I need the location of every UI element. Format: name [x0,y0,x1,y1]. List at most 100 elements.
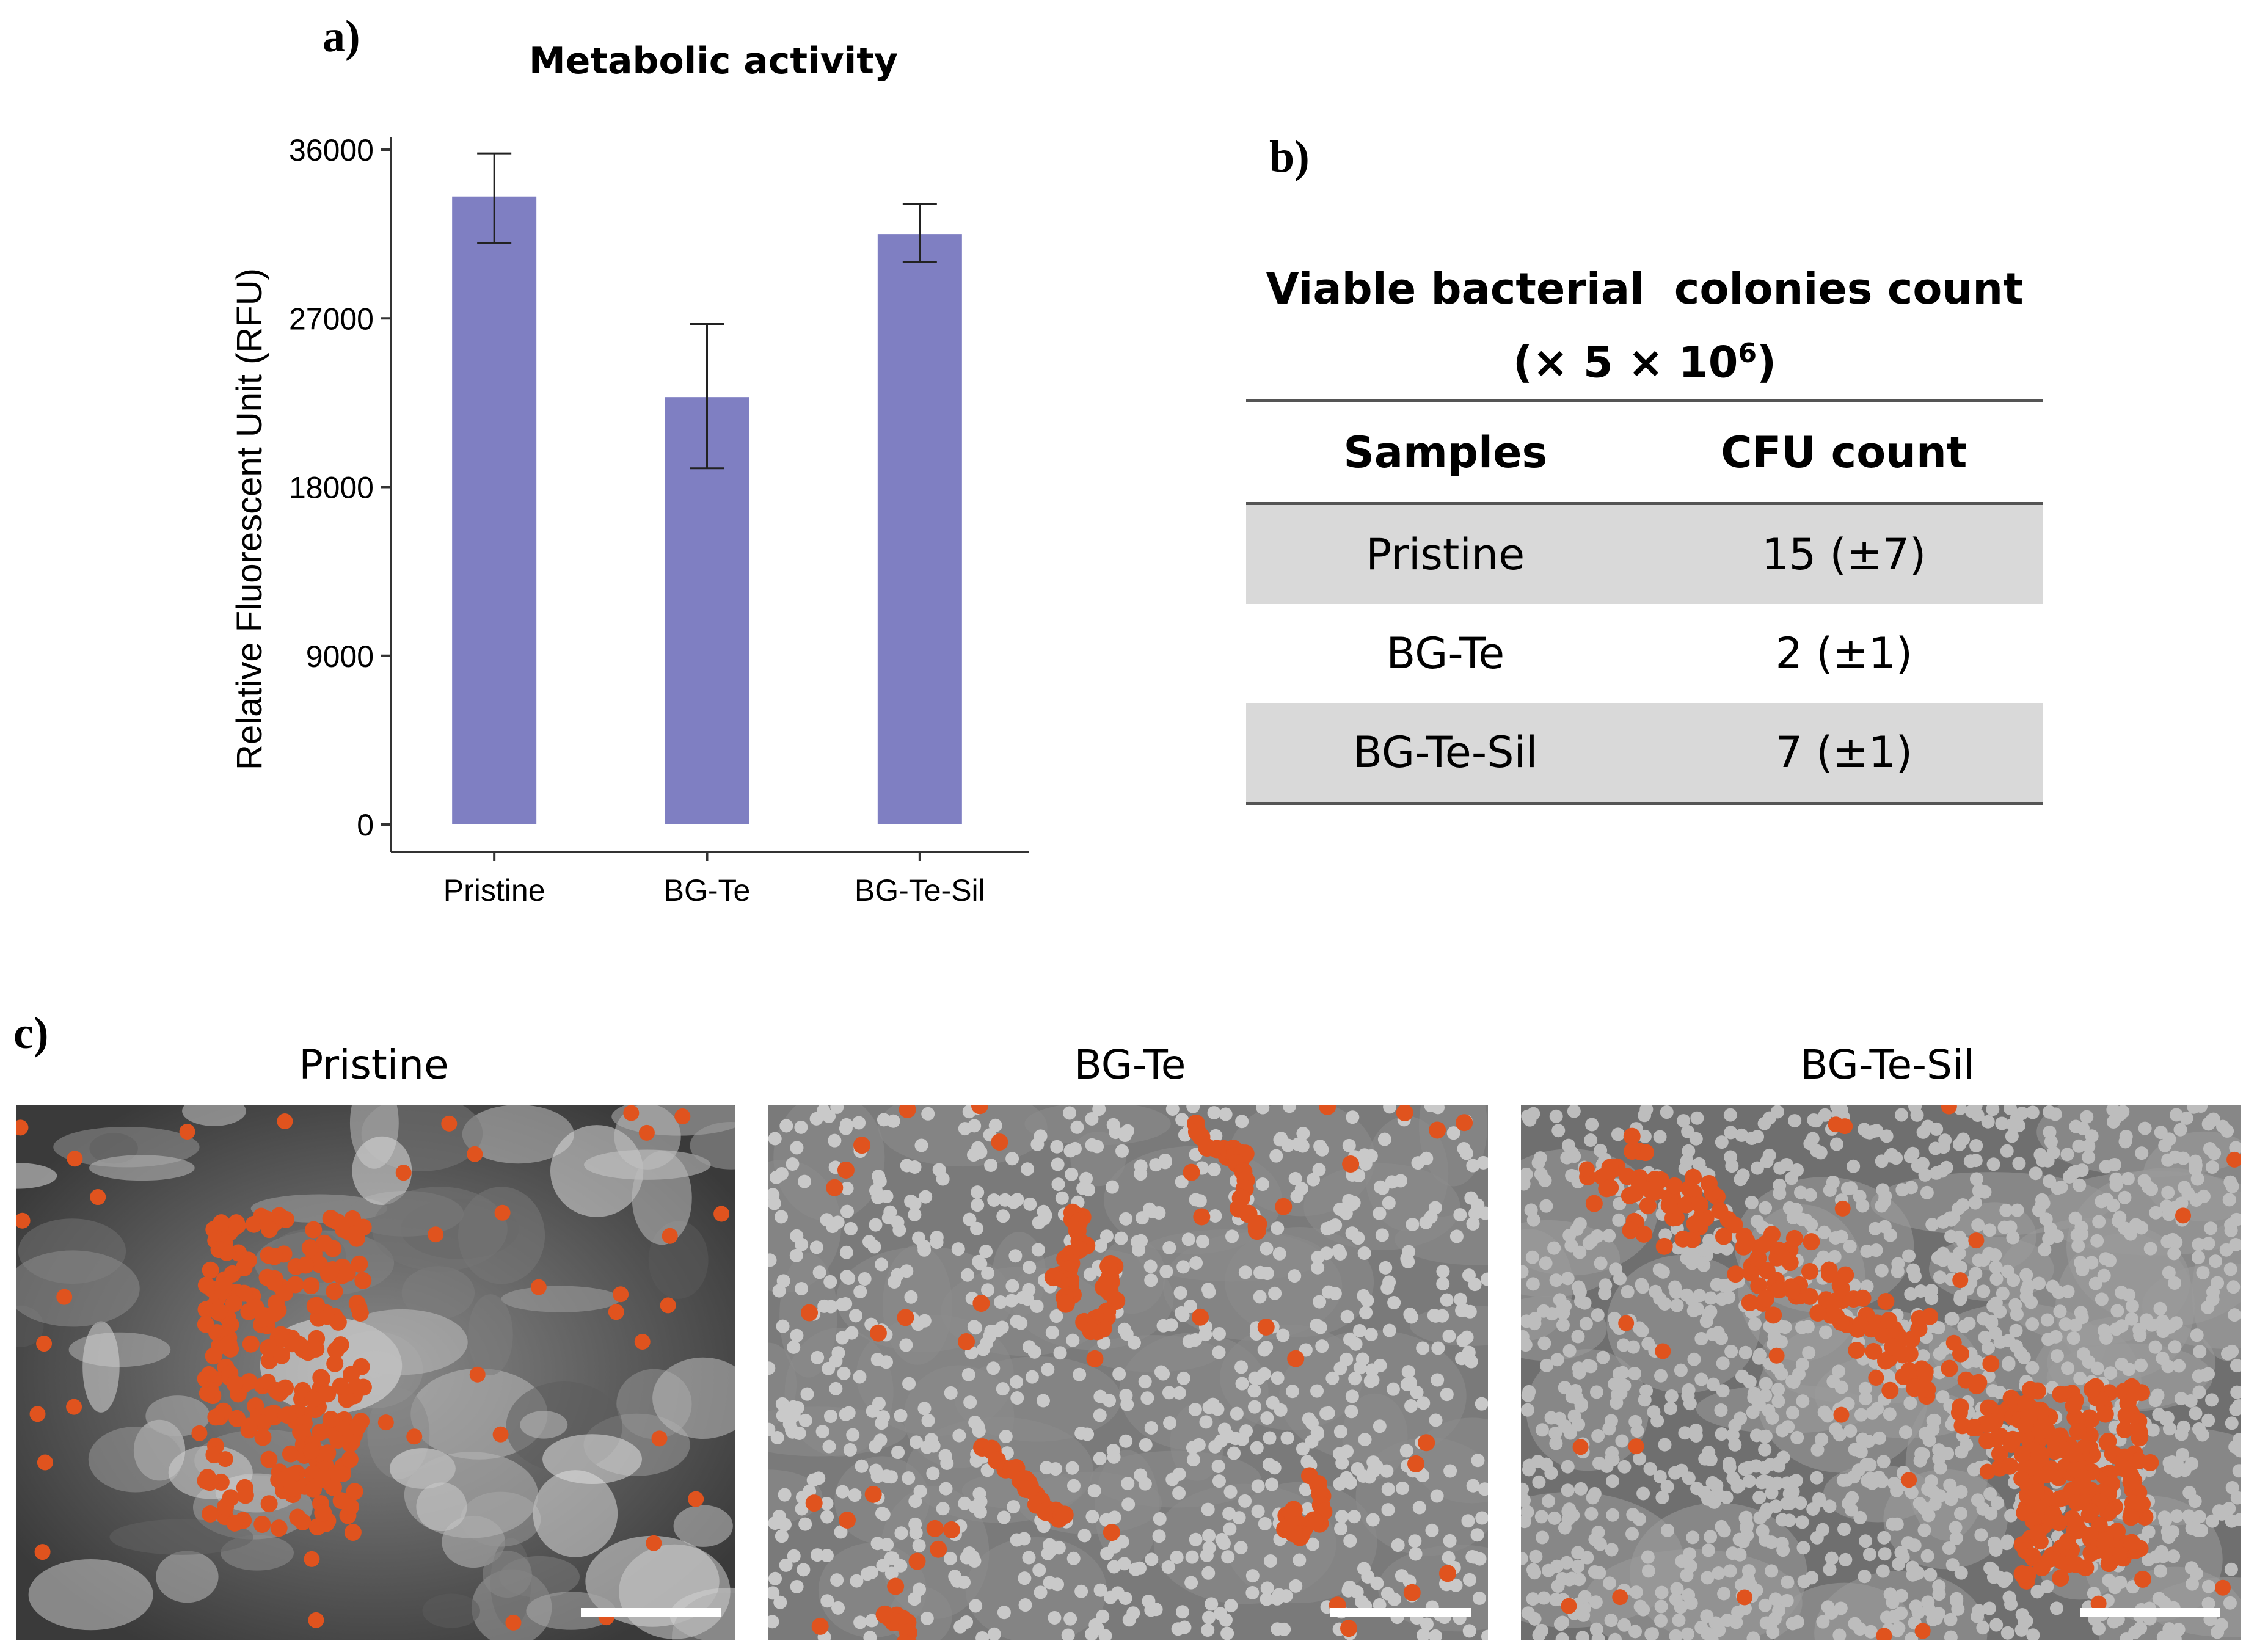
particle [1750,1161,1764,1175]
particle [984,1158,998,1172]
particle [1386,1382,1400,1396]
particle [1462,1624,1476,1638]
particle [2061,1361,2075,1375]
bacterium [282,1445,299,1463]
particle [2194,1105,2208,1113]
particle [2062,1170,2076,1184]
particle [917,1402,932,1416]
particle [842,1271,856,1285]
particle [2006,1231,2020,1245]
particle [1858,1570,1872,1584]
particle [987,1627,1001,1640]
particle [1655,1585,1669,1599]
particle [2163,1320,2177,1334]
bacterium [826,1179,844,1196]
particle [1717,1587,1731,1601]
bacterium [29,1406,46,1422]
particle [1989,1260,2003,1274]
particle [1145,1552,1159,1566]
bacterium [1829,1308,1845,1324]
bacterium [1403,1584,1421,1601]
particle [768,1571,782,1585]
particle [1092,1105,1106,1116]
particle [1714,1403,1728,1417]
sem-image-pristine [16,1105,735,1640]
particle [1201,1502,1215,1516]
particle [1681,1389,1695,1403]
particle [811,1548,825,1562]
particle [1810,1443,1825,1457]
particle [1417,1396,1431,1410]
particle [1207,1163,1221,1177]
particle [820,1510,834,1524]
x-tick-label: BG-Te-Sil [855,873,985,908]
particle [2000,1626,2014,1640]
particle [1529,1549,1543,1563]
particle [2070,1228,2084,1242]
bacterium [1881,1381,1899,1399]
particle [2192,1385,2206,1399]
particle [2068,1211,2082,1225]
particle [1553,1617,1567,1631]
particle [1455,1303,1469,1317]
bacterium [308,1518,326,1536]
particle [1034,1585,1048,1599]
particle [1364,1328,1378,1342]
particle [2049,1601,2063,1615]
particle [1690,1111,1704,1125]
particle [779,1119,793,1133]
bacterium [274,1330,292,1347]
particle [1381,1482,1395,1496]
cell-sample: BG-Te [1386,628,1505,679]
particle [1018,1571,1032,1585]
bacterium [258,1268,276,1286]
bacterium [1837,1118,1853,1135]
particle [1379,1261,1393,1275]
bacterium [1968,1232,1985,1249]
particle [1591,1308,1605,1322]
particle [1759,1533,1773,1547]
bacterium [289,1508,307,1526]
particle [886,1114,900,1128]
particle [1723,1564,1737,1578]
particle [1658,1438,1672,1452]
particle [1436,1277,1450,1291]
sem-micrograph [768,1105,1488,1640]
particle [1736,1535,1750,1549]
particle [1153,1512,1167,1526]
panel-label-a: a) [323,12,360,62]
bacterium [1921,1308,1939,1325]
particle [1099,1229,1114,1243]
particle [1683,1559,1697,1573]
particle [1431,1373,1445,1387]
particle [2162,1265,2176,1279]
surface-feature [416,1482,467,1532]
bacterium [1456,1114,1473,1132]
particle [1545,1307,1559,1321]
particle [1989,1272,2004,1286]
particle [1945,1558,1960,1572]
particle [1410,1385,1424,1399]
bacterium [2033,1446,2051,1464]
particle [1561,1483,1575,1497]
bacterium [1082,1322,1101,1341]
particle [996,1209,1010,1223]
particle [1109,1126,1123,1140]
bacterium [1884,1338,1901,1356]
cell-sample: Pristine [1366,529,1525,580]
particle [1611,1127,1625,1141]
bacterium [213,1214,230,1232]
particle [1225,1229,1239,1243]
particle [996,1382,1010,1396]
bacterium [1655,1237,1673,1255]
particle [1030,1299,1044,1313]
particle [2220,1124,2234,1138]
particle [1149,1603,1163,1617]
particle [778,1488,792,1502]
particle [1174,1306,1188,1320]
particle [1528,1612,1542,1626]
y-axis-label: Relative Fluorescent Unit (RFU) [230,268,269,770]
bacterium [1785,1229,1803,1247]
particle [1343,1534,1357,1548]
bacterium [283,1480,301,1497]
